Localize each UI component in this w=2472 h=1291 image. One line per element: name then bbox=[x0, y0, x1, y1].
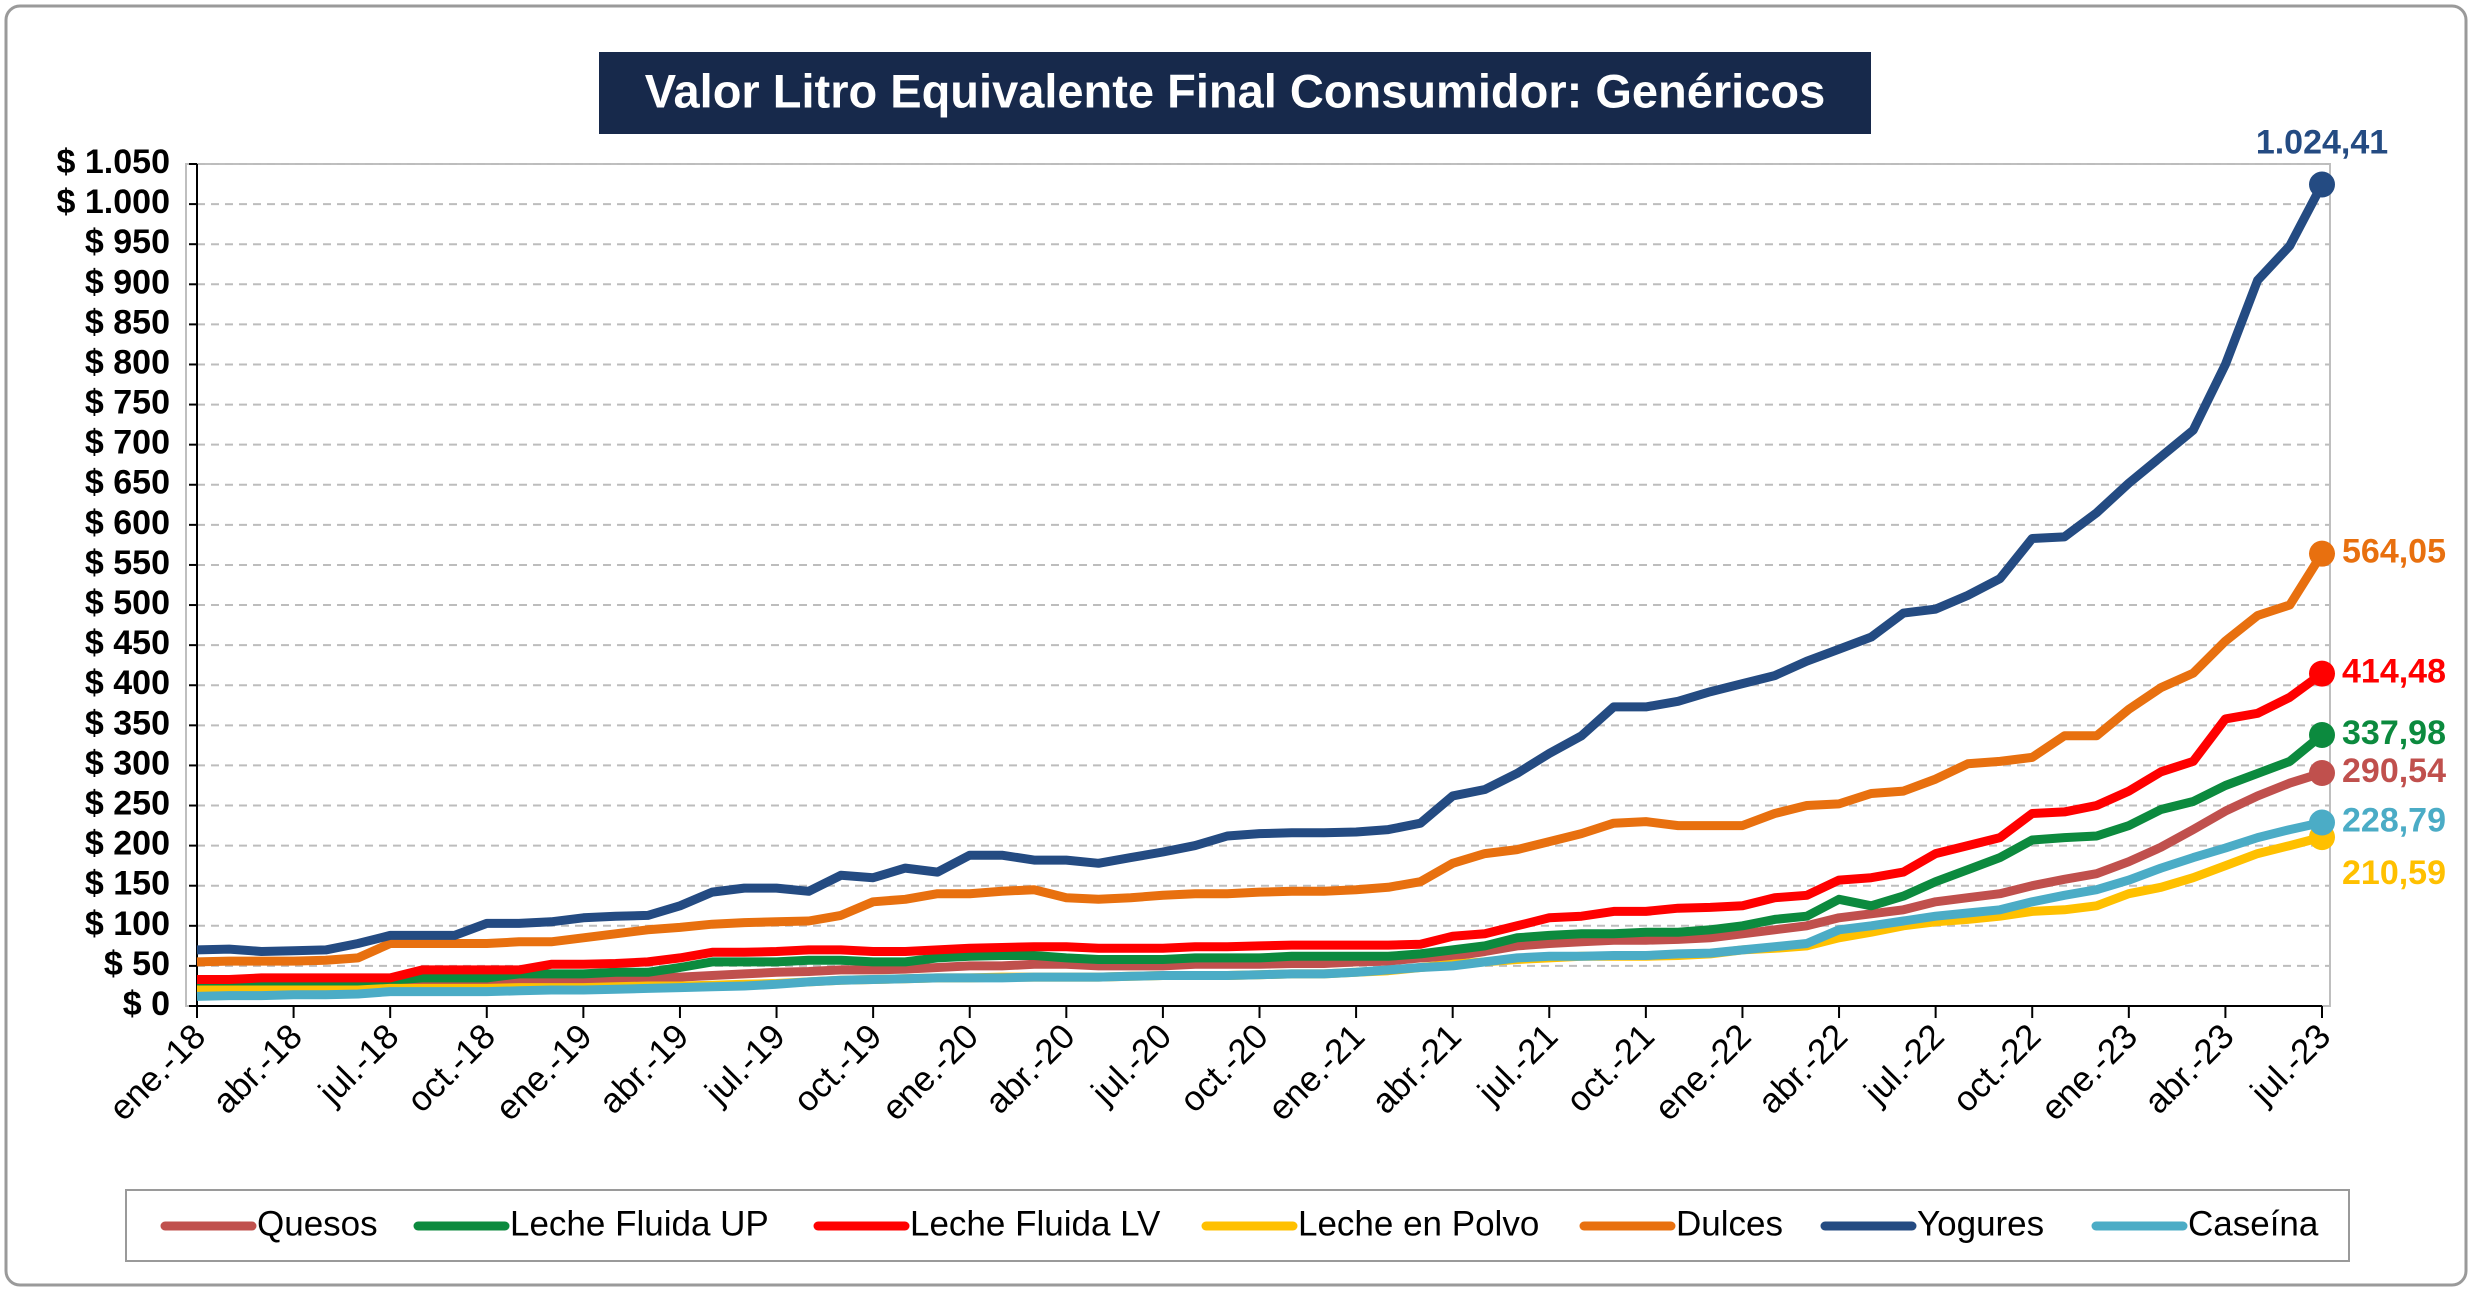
chart-title: Valor Litro Equivalente Final Consumidor… bbox=[645, 64, 1825, 117]
legend-label: Quesos bbox=[257, 1204, 378, 1243]
end-marker bbox=[2309, 809, 2335, 836]
y-tick-label: $ 700 bbox=[85, 424, 170, 462]
y-tick-label: $ 450 bbox=[85, 624, 170, 662]
end-marker bbox=[2309, 540, 2335, 567]
y-tick-label: $ 300 bbox=[85, 744, 170, 782]
legend-label: Leche Fluida UP bbox=[510, 1204, 769, 1243]
title-box bbox=[599, 52, 1871, 134]
y-tick-label: $ 550 bbox=[85, 544, 170, 582]
series-line bbox=[196, 818, 2323, 1001]
end-marker bbox=[2309, 660, 2335, 687]
legend-label: Leche Fluida LV bbox=[910, 1204, 1161, 1243]
y-tick-label: $ 400 bbox=[85, 664, 170, 702]
y-tick-label: $ 350 bbox=[85, 704, 170, 742]
series-line bbox=[196, 551, 2326, 967]
y-tick-label: $ 150 bbox=[85, 865, 170, 903]
y-tick-label: $ 500 bbox=[85, 584, 170, 622]
y-tick-label: $ 1.000 bbox=[57, 183, 170, 221]
y-tick-label: $ 750 bbox=[85, 384, 170, 422]
end-marker bbox=[2309, 171, 2335, 198]
series-line bbox=[197, 669, 2325, 984]
y-tick-label: $ 250 bbox=[85, 785, 170, 823]
y-tick-label: $ 600 bbox=[85, 504, 170, 542]
value-label: 1.024,41 bbox=[2256, 124, 2388, 162]
series-line bbox=[197, 731, 2325, 991]
value-label: 414,48 bbox=[2342, 653, 2446, 691]
y-tick-label: $ 800 bbox=[85, 343, 170, 381]
y-tick-label: $ 850 bbox=[85, 303, 170, 341]
legend-label: Caseína bbox=[2188, 1204, 2319, 1243]
legend-label: Dulces bbox=[1676, 1204, 1783, 1243]
y-tick-label: $ 650 bbox=[85, 464, 170, 502]
y-tick-label: $ 1.050 bbox=[57, 143, 170, 181]
legend-label: Leche en Polvo bbox=[1298, 1204, 1539, 1243]
legend-label: Yogures bbox=[1917, 1204, 2044, 1243]
value-label: 228,79 bbox=[2342, 802, 2446, 840]
series-line bbox=[196, 182, 2326, 956]
y-tick-label: $ 900 bbox=[85, 263, 170, 301]
series-line bbox=[197, 768, 2324, 993]
value-label: 290,54 bbox=[2342, 752, 2446, 790]
value-label: 564,05 bbox=[2342, 533, 2446, 571]
end-marker bbox=[2309, 760, 2335, 787]
value-label: 210,59 bbox=[2342, 854, 2446, 892]
end-marker bbox=[2309, 721, 2335, 748]
y-tick-label: $ 950 bbox=[85, 223, 170, 261]
value-label: 337,98 bbox=[2342, 714, 2446, 752]
y-tick-label: $ 200 bbox=[85, 825, 170, 863]
y-tick-label: $ 50 bbox=[104, 945, 170, 983]
y-tick-label: $ 100 bbox=[85, 905, 170, 943]
y-tick-label: $ 0 bbox=[123, 985, 170, 1023]
